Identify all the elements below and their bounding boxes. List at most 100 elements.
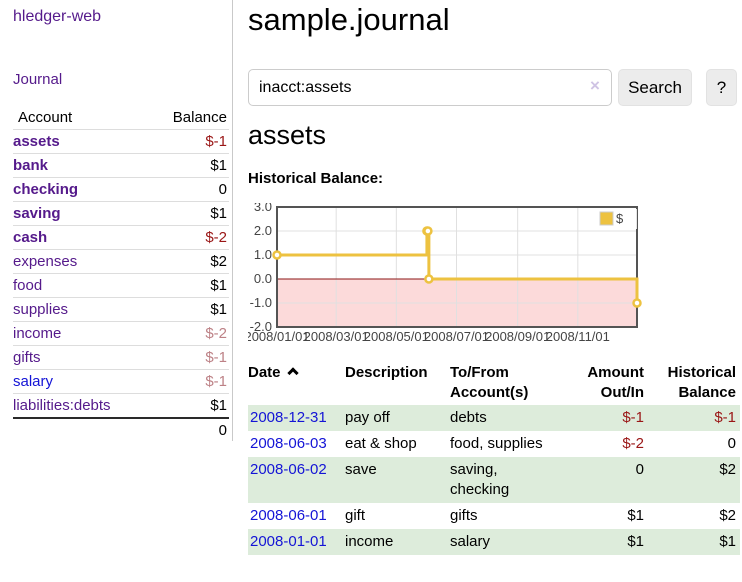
transaction-balance: 0 xyxy=(727,435,736,452)
account-row: food $1 xyxy=(13,273,229,298)
transaction-amount: $1 xyxy=(627,533,644,550)
transaction-amount: $1 xyxy=(627,507,644,524)
brand-link[interactable]: hledger-web xyxy=(13,8,102,25)
account-balance: $1 xyxy=(210,301,227,318)
transaction-balance: $2 xyxy=(719,507,736,524)
register-row: 2008-06-03 eat & shop food, supplies $-2 0 xyxy=(248,431,740,457)
account-balance: $-1 xyxy=(205,349,227,366)
register-row: 2008-06-02 save saving, checking 0 $2 xyxy=(248,457,740,503)
chart-legend: $ xyxy=(597,209,637,229)
transaction-date-link[interactable]: 2008-06-01 xyxy=(250,507,327,524)
account-link-saving[interactable]: saving xyxy=(13,205,61,222)
account-balance: $1 xyxy=(210,205,227,222)
y-tick-label: -2.0 xyxy=(250,319,272,334)
register-header-date[interactable]: Date xyxy=(248,363,345,405)
transaction-balance: $-1 xyxy=(714,409,736,426)
account-link-cash[interactable]: cash xyxy=(13,229,48,246)
register-row: 2008-06-01 gift gifts $1 $2 xyxy=(248,503,740,529)
accounts-total: 0 xyxy=(218,422,227,439)
account-balance: $-2 xyxy=(205,325,227,342)
legend-swatch xyxy=(599,211,614,226)
register-row: 2008-01-01 income salary $1 $1 xyxy=(248,529,740,555)
account-row: supplies $1 xyxy=(13,297,229,322)
y-tick-label: 1.0 xyxy=(254,247,272,262)
chart-marker xyxy=(424,274,434,284)
register-table: Date Description To/From Account(s) Amou… xyxy=(248,363,740,555)
page-title: sample.journal xyxy=(248,2,450,37)
register-header-description: Description xyxy=(345,364,428,381)
chart-marker xyxy=(272,250,282,260)
account-balance: 0 xyxy=(218,181,227,198)
register-row: 2008-12-31 pay off debts $-1 $-1 xyxy=(248,405,740,431)
account-balance: $1 xyxy=(210,397,227,414)
x-tick-label: 2008/05/01 xyxy=(364,329,429,344)
transaction-balance: $1 xyxy=(719,533,736,550)
account-link-assets[interactable]: assets xyxy=(13,133,60,150)
account-link-checking[interactable]: checking xyxy=(13,181,79,198)
account-row: saving $1 xyxy=(13,201,229,226)
account-row: cash $-2 xyxy=(13,225,229,250)
x-tick-label: 2008/07/01 xyxy=(424,329,489,344)
account-balance: $-2 xyxy=(205,229,227,246)
account-balance: $-1 xyxy=(205,133,227,150)
account-row: checking 0 xyxy=(13,177,229,202)
help-button[interactable]: ? xyxy=(706,69,737,106)
chart-marker xyxy=(423,226,433,236)
account-row: expenses $2 xyxy=(13,249,229,274)
account-row: gifts $-1 xyxy=(13,345,229,370)
sidebar-item-journal[interactable]: Journal xyxy=(13,71,63,88)
account-row: liabilities:debts $1 xyxy=(13,393,229,419)
register-header-amount: Amount Out/In xyxy=(587,364,644,401)
account-link-expenses[interactable]: expenses xyxy=(13,253,78,270)
accounts-table-header: Account Balance xyxy=(13,106,229,130)
account-link-gifts[interactable]: gifts xyxy=(13,349,41,366)
transaction-balance: $2 xyxy=(719,461,736,478)
transaction-accounts: gifts xyxy=(450,507,478,524)
main-content: sample.journal × Search ? assets Histori… xyxy=(248,0,742,582)
register-header-balance: Historical Balance xyxy=(667,364,736,401)
account-row: income $-2 xyxy=(13,321,229,346)
sidebar: hledger-web Journal Account Balance asse… xyxy=(0,0,233,441)
transaction-amount: $-2 xyxy=(622,435,644,452)
y-tick-label: 2.0 xyxy=(254,223,272,238)
register-header-accounts: To/From Account(s) xyxy=(450,364,529,401)
account-link-income[interactable]: income xyxy=(13,325,62,342)
y-tick-label: -1.0 xyxy=(250,295,272,310)
account-link-salary[interactable]: salary xyxy=(13,373,54,390)
legend-label: $ xyxy=(616,211,624,226)
transaction-description: pay off xyxy=(345,409,390,426)
account-balance: $2 xyxy=(210,253,227,270)
transaction-accounts: debts xyxy=(450,409,487,426)
transaction-description: save xyxy=(345,461,377,478)
transaction-description: income xyxy=(345,533,394,550)
account-row: salary $-1 xyxy=(13,369,229,394)
search-input[interactable] xyxy=(248,69,612,106)
transaction-date-link[interactable]: 2008-06-03 xyxy=(250,435,327,452)
transaction-date-link[interactable]: 2008-12-31 xyxy=(250,409,327,426)
account-row: bank $1 xyxy=(13,153,229,178)
transaction-description: eat & shop xyxy=(345,435,417,452)
account-balance: $1 xyxy=(210,277,227,294)
balance-column-header: Balance xyxy=(172,109,227,126)
account-link-bank[interactable]: bank xyxy=(13,157,49,174)
account-column-header: Account xyxy=(18,109,73,126)
register-table-body: 2008-12-31 pay off debts $-1 $-1 2008-06-03 ea… xyxy=(248,405,740,555)
transaction-date-link[interactable]: 2008-06-02 xyxy=(250,461,327,478)
search-button[interactable]: Search xyxy=(618,69,692,106)
account-link-liabilities-debts[interactable]: liabilities:debts xyxy=(13,397,111,414)
account-link-food[interactable]: food xyxy=(13,277,43,294)
transaction-accounts: food, supplies xyxy=(450,435,543,452)
y-tick-label: 0.0 xyxy=(254,271,272,286)
transaction-accounts: saving, checking xyxy=(450,461,510,498)
clear-search-icon[interactable]: × xyxy=(590,76,600,95)
transaction-date-link[interactable]: 2008-01-01 xyxy=(250,533,327,550)
x-tick-label: 2008/09/01 xyxy=(485,329,550,344)
y-tick-label: 3.0 xyxy=(254,203,272,214)
account-heading: assets xyxy=(248,120,327,150)
account-balance: $1 xyxy=(210,157,227,174)
x-tick-label: 2008/03/01 xyxy=(304,329,369,344)
account-row: assets $-1 xyxy=(13,129,229,154)
transaction-amount: $-1 xyxy=(622,409,644,426)
account-link-supplies[interactable]: supplies xyxy=(13,301,69,318)
